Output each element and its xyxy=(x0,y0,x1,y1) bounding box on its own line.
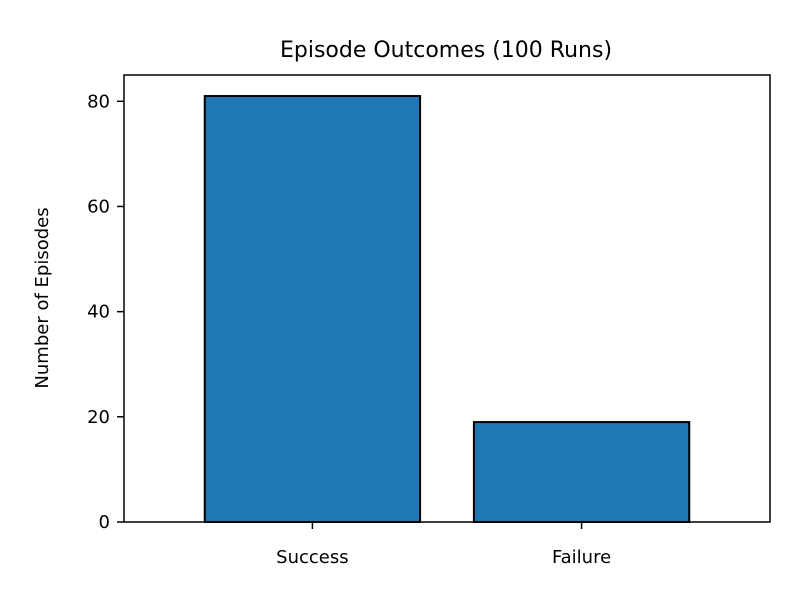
x-axis: Success Failure xyxy=(276,522,611,568)
plot-frame xyxy=(123,74,771,523)
plot-area xyxy=(123,74,771,523)
bars-layer xyxy=(203,95,691,524)
bar-failure xyxy=(472,421,691,524)
x-tick-label-failure: Failure xyxy=(552,547,611,568)
y-axis-label: Number of Episodes xyxy=(32,207,53,388)
x-tick-label-success: Success xyxy=(276,547,348,568)
chart-title: Episode Outcomes (100 Runs) xyxy=(280,38,612,63)
y-tick-label-0: 0 xyxy=(99,512,110,533)
y-tick-label-60: 60 xyxy=(87,196,110,217)
y-tick-label-80: 80 xyxy=(87,91,110,112)
y-axis: 0 20 40 60 80 xyxy=(87,91,124,533)
y-tick-label-40: 40 xyxy=(87,302,110,323)
bar-success xyxy=(203,95,422,523)
y-tick-label-20: 20 xyxy=(87,407,110,428)
